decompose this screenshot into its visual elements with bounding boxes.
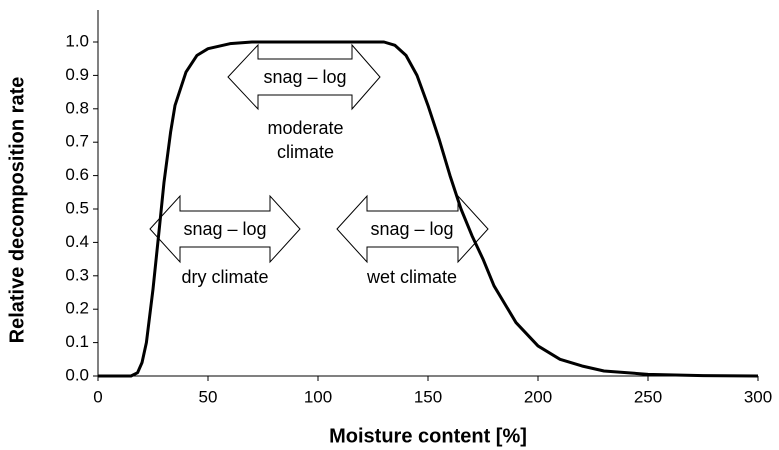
annotation: wet climate (366, 267, 458, 287)
double-arrow (149, 194, 301, 264)
annotation: snag – log (263, 67, 347, 87)
x-tick-label: 0 (93, 387, 102, 406)
y-tick-label: 0.2 (65, 299, 89, 318)
annotation: snag – log (370, 219, 454, 239)
annotation: moderate climate (267, 118, 344, 162)
y-tick-label: 0.4 (65, 232, 89, 251)
y-tick-label: 1.0 (65, 31, 89, 50)
double-arrow (227, 43, 381, 111)
y-tick-label: 0.8 (65, 98, 89, 117)
y-tick-label: 0.1 (65, 332, 89, 351)
double-arrow (336, 194, 489, 264)
x-tick-label: 100 (304, 387, 332, 406)
y-tick-label: 0.0 (65, 365, 89, 384)
annotation: snag – log (183, 219, 267, 239)
y-tick-label: 0.7 (65, 132, 89, 151)
x-tick-label: 150 (414, 387, 442, 406)
line (98, 40, 759, 378)
y-tick-label: 0.9 (65, 65, 89, 84)
y-tick-label: 0.5 (65, 198, 89, 217)
arrows (149, 43, 489, 264)
x-tick-label: 200 (524, 387, 552, 406)
annotation: dry climate (181, 267, 269, 287)
x-tick-label: 300 (744, 387, 772, 406)
x-axis-label: Moisture content [%] (329, 425, 527, 447)
y-tick-label: 0.6 (65, 165, 89, 184)
y-axis-label: Relative decomposition rate (6, 77, 28, 344)
x-tick-label: 250 (634, 387, 662, 406)
y-tick-label: 0.3 (65, 265, 89, 284)
x-tick-label: 50 (199, 387, 218, 406)
